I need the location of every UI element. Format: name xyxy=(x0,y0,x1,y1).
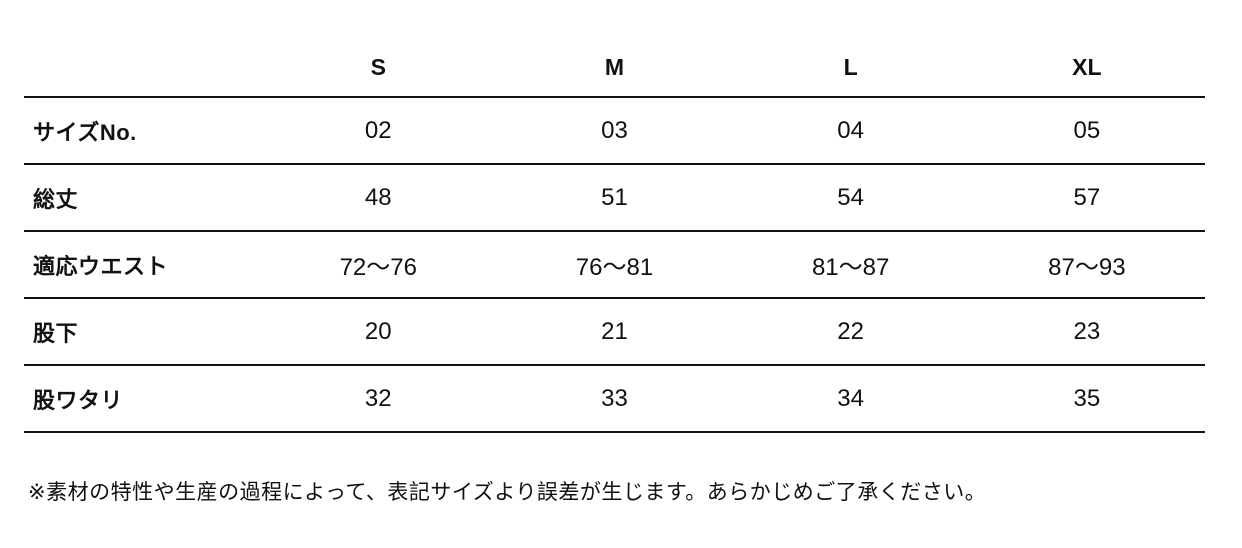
size-chart-table: S M L XL サイズNo. 02 03 04 05 総丈 48 51 54 … xyxy=(24,38,1205,433)
column-header-l: L xyxy=(732,38,969,98)
value-cell: 87〜93 xyxy=(1048,254,1126,281)
column-header-m: M xyxy=(496,38,733,98)
corner-cell xyxy=(24,38,261,98)
table-row-thigh: 股ワタリ 32 33 34 35 xyxy=(24,365,1205,432)
column-header-s: S xyxy=(260,38,497,98)
value-cell: 81〜87 xyxy=(811,254,890,281)
row-label-inseam: 股下 xyxy=(33,320,79,346)
value-cell: 72〜76 xyxy=(339,254,417,281)
value-cell: 05 xyxy=(1073,116,1101,144)
value-cell: 48 xyxy=(364,183,392,211)
value-cell: 34 xyxy=(837,384,864,412)
value-cell: 54 xyxy=(837,183,864,211)
table-row-size-no: サイズNo. 02 03 04 05 xyxy=(24,97,1205,164)
value-cell: 23 xyxy=(1073,317,1101,345)
value-cell: 51 xyxy=(601,183,628,211)
row-label-total-length: 総丈 xyxy=(33,186,79,212)
row-label-waist: 適応ウエスト xyxy=(33,253,169,279)
value-cell: 21 xyxy=(601,317,628,345)
value-cell: 57 xyxy=(1073,183,1101,211)
row-label-thigh: 股ワタリ xyxy=(33,387,124,413)
value-cell: 32 xyxy=(364,384,392,412)
row-label-size-no: サイズNo. xyxy=(33,119,137,145)
value-cell: 35 xyxy=(1073,384,1101,412)
value-cell: 04 xyxy=(837,116,864,144)
value-cell: 22 xyxy=(837,317,864,345)
column-header-xl: XL xyxy=(968,38,1205,98)
value-cell: 33 xyxy=(601,384,628,412)
table-row-total-length: 総丈 48 51 54 57 xyxy=(24,164,1205,231)
value-cell: 20 xyxy=(364,317,392,345)
value-cell: 02 xyxy=(364,116,392,144)
table-row-waist: 適応ウエスト 72〜76 76〜81 81〜87 87〜93 xyxy=(24,231,1205,298)
value-cell: 76〜81 xyxy=(575,254,654,281)
size-chart: S M L XL サイズNo. 02 03 04 05 総丈 48 51 54 … xyxy=(24,38,1205,433)
table-row-inseam: 股下 20 21 22 23 xyxy=(24,298,1205,365)
size-header-row: S M L XL xyxy=(24,38,1205,98)
disclaimer-note: ※素材の特性や生産の過程によって、表記サイズより誤差が生じます。あらかじめご了承… xyxy=(28,481,987,504)
value-cell: 03 xyxy=(601,116,628,144)
